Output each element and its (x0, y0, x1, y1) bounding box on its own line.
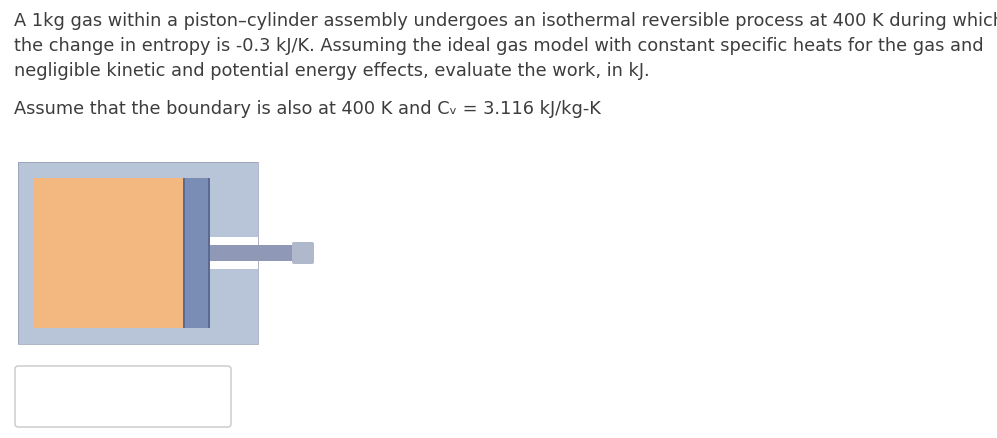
Bar (210, 269, 258, 328)
Text: Assume that the boundary is also at 400 K and Cᵥ = 3.116 kJ/kg-K: Assume that the boundary is also at 400 … (14, 100, 601, 118)
Bar (210, 245, 300, 261)
Text: negligible kinetic and potential energy effects, evaluate the work, in kJ.: negligible kinetic and potential energy … (14, 62, 650, 80)
Bar (210, 179, 258, 237)
Text: A 1kg gas within a piston–cylinder assembly undergoes an isothermal reversible p: A 1kg gas within a piston–cylinder assem… (14, 12, 997, 30)
Bar (34, 179, 258, 328)
Text: the change in entropy is -0.3 kJ/K. Assuming the ideal gas model with constant s: the change in entropy is -0.3 kJ/K. Assu… (14, 37, 984, 55)
Bar (183, 179, 185, 328)
FancyBboxPatch shape (292, 243, 314, 265)
Bar (18, 162, 258, 344)
Bar (34, 179, 183, 328)
Bar (18, 162, 258, 344)
Bar (183, 179, 210, 328)
Bar (208, 179, 210, 328)
FancyBboxPatch shape (15, 366, 231, 427)
